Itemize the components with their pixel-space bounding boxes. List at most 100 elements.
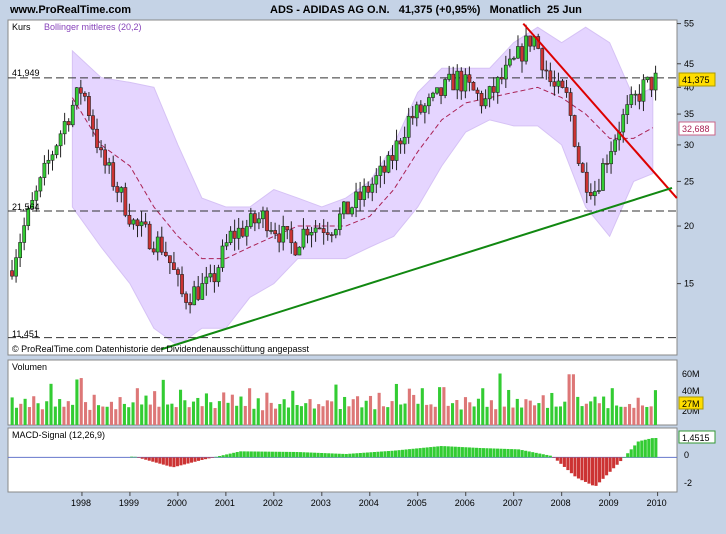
volume-bar (511, 407, 515, 425)
candle-body (62, 121, 67, 135)
macd-bar (478, 447, 482, 458)
candle (512, 56, 516, 61)
volume-bar (472, 406, 476, 425)
volume-bar (62, 406, 66, 425)
candle (338, 207, 342, 236)
candle-body (244, 226, 249, 237)
candle (38, 176, 43, 198)
volume-bar (40, 409, 44, 425)
candle-body (220, 245, 225, 268)
candle-body (269, 230, 273, 232)
macd-bar (228, 453, 232, 458)
candle (42, 155, 47, 186)
macd-bar (457, 446, 461, 458)
candle-body (406, 115, 411, 138)
candle-body (463, 74, 468, 92)
candle-body (394, 140, 399, 161)
candle (366, 181, 371, 199)
price-tick-label: 55 (684, 19, 694, 29)
macd-bar (239, 451, 243, 458)
candle-body (184, 293, 188, 303)
volume-bar (576, 396, 580, 425)
site-name[interactable]: www.ProRealTime.com (10, 4, 132, 16)
candle-body (91, 115, 95, 130)
candle-body (338, 213, 342, 230)
macd-bars (8, 438, 677, 486)
volume-bar (66, 401, 70, 425)
volume-bar (105, 406, 109, 425)
candle (443, 77, 447, 99)
candle (637, 84, 642, 110)
volume-bar (295, 404, 299, 425)
volume-bar (27, 407, 31, 425)
candle-body (99, 147, 103, 151)
volume-bar (515, 398, 519, 425)
volume-bar (550, 392, 554, 425)
volume-bar (166, 404, 170, 425)
macd-title: MACD-Signal (12,26,9) (12, 430, 105, 440)
candle-body (588, 192, 593, 197)
macd-bar (408, 449, 412, 458)
volume-bar (571, 374, 575, 425)
legend-bollinger: Bollinger mittleres (20,2) (44, 22, 142, 32)
candle (495, 76, 500, 104)
candle-body (127, 214, 132, 225)
candle-body (455, 70, 460, 91)
macd-bar (334, 453, 338, 458)
candle-body (528, 35, 532, 47)
candle-body (224, 242, 229, 247)
candle (427, 93, 431, 115)
macd-bar (154, 457, 158, 463)
candle (414, 101, 419, 127)
volume-bar (79, 378, 83, 425)
macd-bar (270, 451, 274, 458)
candle-body (281, 226, 286, 243)
candle-body (516, 46, 520, 59)
volume-bar (256, 398, 260, 425)
candle (18, 233, 22, 267)
volume-bar (23, 398, 27, 425)
macd-bar (643, 439, 647, 458)
macd-bar (253, 451, 257, 458)
macd-panel[interactable] (7, 427, 678, 493)
candle (439, 87, 443, 105)
macd-bar (527, 451, 531, 458)
macd-bar (464, 447, 468, 458)
candle-body (362, 185, 367, 200)
macd-bar (446, 446, 450, 458)
candle-body (34, 190, 39, 201)
candle (34, 185, 39, 212)
candle (382, 160, 387, 185)
volume-bar (593, 396, 597, 425)
macd-bar (411, 448, 415, 458)
candle (273, 222, 277, 240)
candle (248, 207, 253, 229)
candle (301, 218, 306, 250)
candle (592, 180, 597, 206)
candle-body (633, 93, 638, 96)
macd-bar (429, 447, 433, 458)
bollinger-value-badge (678, 121, 716, 136)
candle-body (649, 76, 654, 91)
candle (22, 217, 27, 251)
candle (305, 226, 310, 244)
candle (58, 130, 63, 158)
candle-body (653, 72, 658, 91)
macd-bar (432, 446, 436, 458)
candle-body (605, 163, 609, 165)
candle (447, 65, 452, 82)
candle-body (613, 139, 617, 152)
volume-bar (481, 388, 485, 425)
candle (313, 219, 318, 242)
candle-body (297, 246, 302, 256)
candle (204, 266, 209, 296)
macd-bar (612, 457, 616, 469)
candle-body (629, 94, 634, 105)
volume-bar (187, 407, 191, 425)
candle (354, 182, 358, 218)
candle-body (200, 283, 205, 300)
candle-body (30, 200, 35, 209)
macd-current-badge (678, 430, 716, 444)
macd-bar (246, 451, 250, 458)
